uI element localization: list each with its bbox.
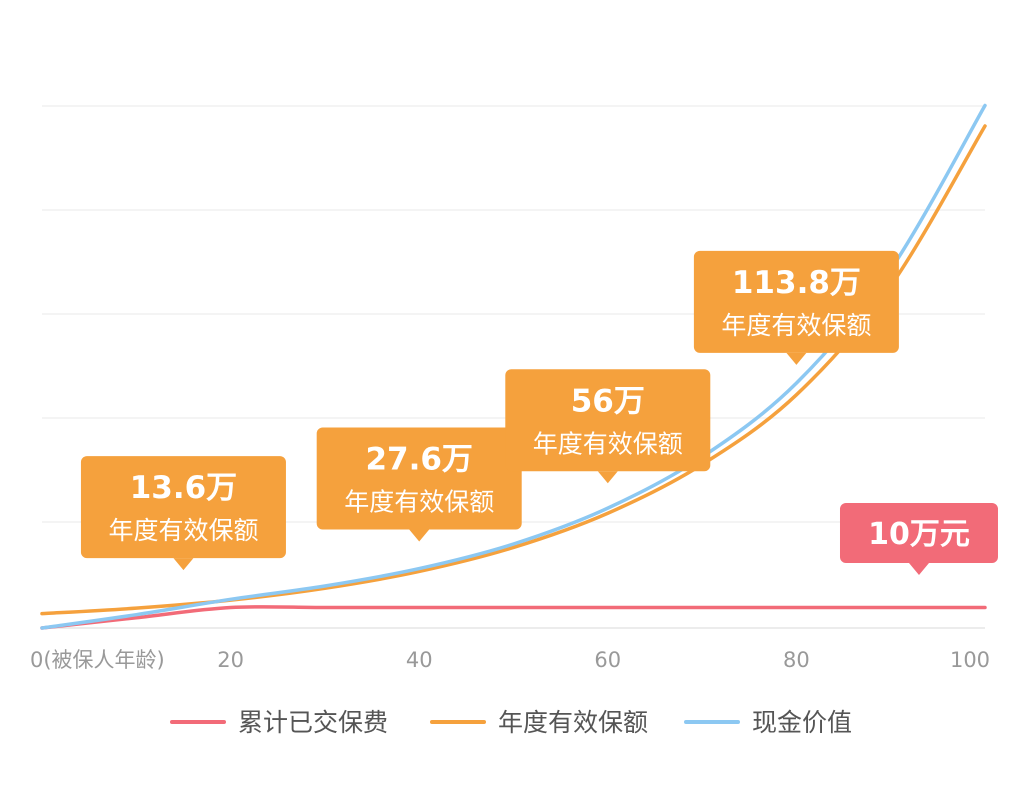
callout-label: 年度有效保额	[533, 429, 683, 458]
callout-pointer	[786, 352, 807, 365]
series-line-0	[40, 605, 987, 630]
legend-label-1: 年度有效保额	[498, 708, 648, 737]
x-tick-label: 80	[783, 648, 810, 672]
x-tick-label: 40	[406, 648, 433, 672]
callout-box	[839, 503, 998, 563]
callout-label: 年度有效保额	[108, 516, 258, 545]
callout-value: 10万元	[868, 517, 970, 552]
callout-box	[316, 427, 522, 530]
callout-label: 年度有效保额	[721, 311, 871, 340]
callout-value: 13.6万	[130, 470, 238, 506]
callout-value: 27.6万	[365, 441, 473, 477]
x-tick-label: 100	[950, 648, 990, 672]
x-tick-label: 60	[594, 648, 621, 672]
callout-box	[505, 369, 711, 472]
callout: 10万元	[839, 503, 998, 575]
callout-box	[80, 456, 286, 559]
callout-box	[693, 250, 899, 353]
x-tick-label: 0(被保人年龄)	[30, 648, 165, 672]
callout-pointer	[908, 563, 929, 575]
callout-pointer	[597, 471, 618, 484]
legend-label-0: 累计已交保费	[238, 708, 388, 737]
callout-label: 年度有效保额	[344, 487, 494, 516]
x-tick-label: 20	[217, 648, 244, 672]
callout-value: 56万	[571, 383, 645, 419]
callout-value: 113.8万	[732, 265, 861, 301]
callout-pointer	[409, 529, 430, 542]
legend-label-2: 现金价值	[752, 708, 852, 737]
callout-pointer	[173, 558, 194, 571]
